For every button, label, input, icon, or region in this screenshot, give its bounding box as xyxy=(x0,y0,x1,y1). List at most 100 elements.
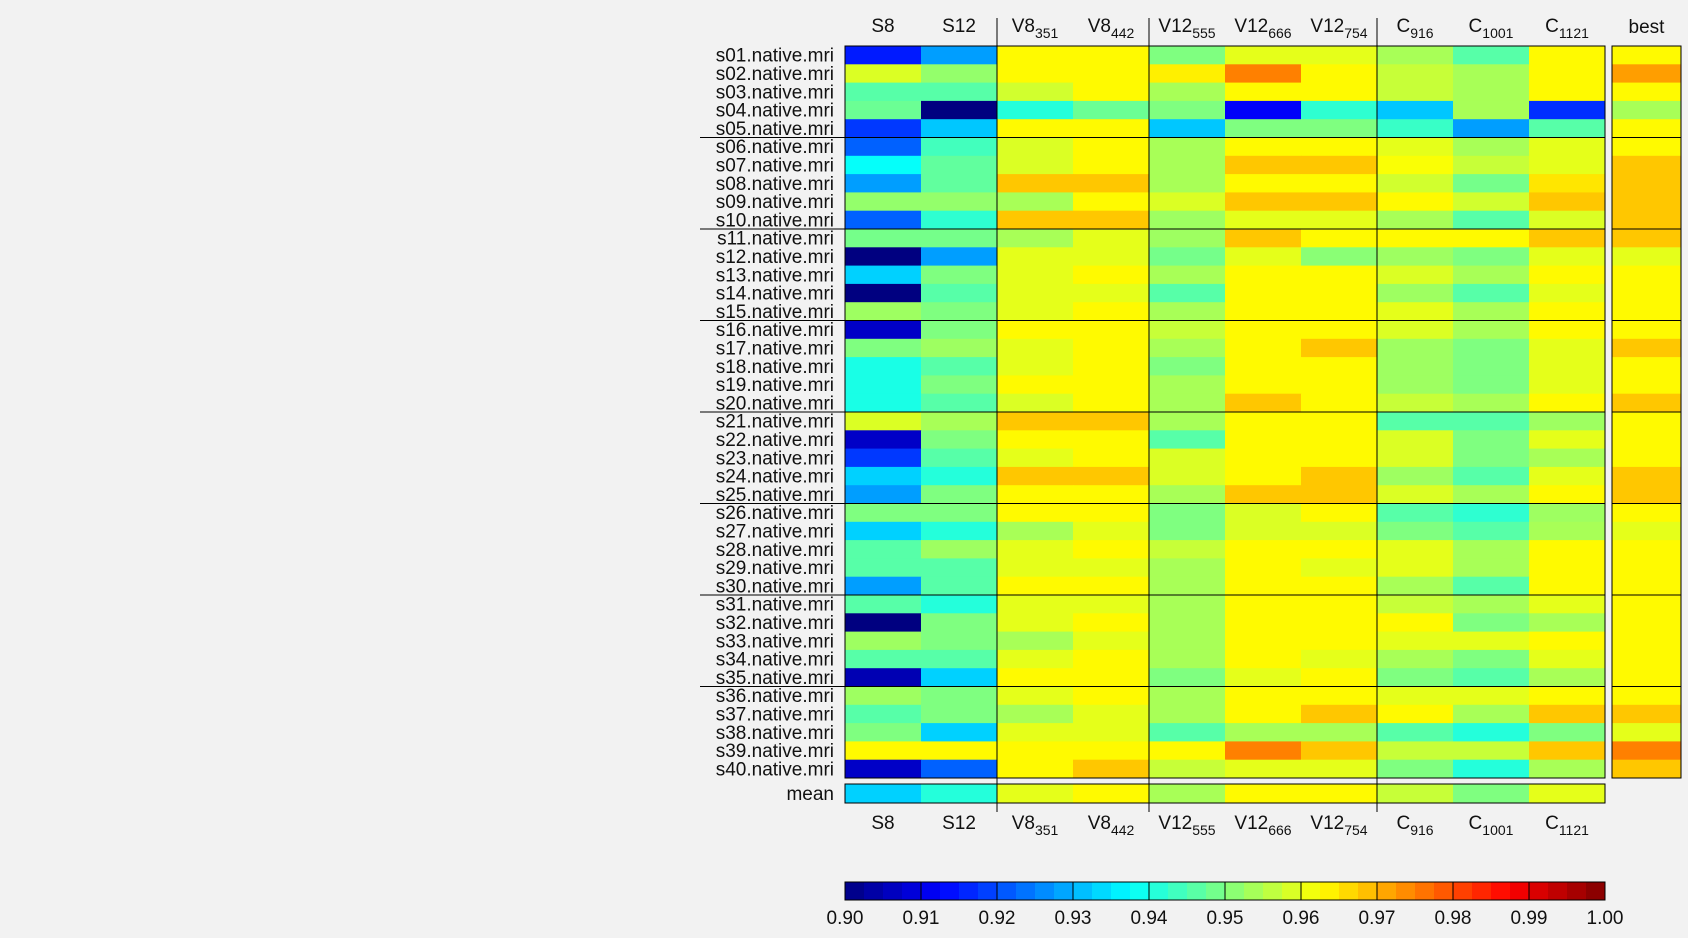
row-label: s34.native.mri xyxy=(716,650,834,671)
heatmap-cell xyxy=(1301,338,1378,358)
heatmap-cell xyxy=(1073,485,1150,504)
heatmap-cell xyxy=(1225,155,1302,175)
heatmap-cell xyxy=(1377,741,1454,761)
heatmap-cell xyxy=(1453,741,1530,761)
heatmap-cell xyxy=(1377,320,1454,340)
heatmap-cell xyxy=(1529,119,1606,138)
colorbar-swatch xyxy=(959,882,979,900)
heatmap-cell xyxy=(1529,686,1606,706)
heatmap-cell xyxy=(921,137,998,157)
colorbar-swatch xyxy=(1054,882,1074,900)
mean-cell xyxy=(1377,784,1454,803)
heatmap-cell xyxy=(997,759,1074,779)
heatmap-cell xyxy=(1301,466,1378,486)
row-label: s09.native.mri xyxy=(716,192,834,213)
heatmap-cell xyxy=(997,649,1074,669)
best-cell xyxy=(1612,82,1681,102)
heatmap-cell xyxy=(1301,649,1378,669)
heatmap-cell xyxy=(921,412,998,431)
column-header-bottom: S8 xyxy=(871,813,894,834)
heatmap-cell xyxy=(1225,247,1302,267)
heatmap-cell xyxy=(1149,174,1226,193)
colorbar-tick-label: 0.92 xyxy=(979,908,1016,929)
heatmap-cell xyxy=(845,704,922,724)
colorbar-swatch xyxy=(921,882,941,900)
colorbar-tick-label: 0.98 xyxy=(1435,908,1472,929)
heatmap-cell xyxy=(1453,759,1530,779)
mean-border xyxy=(844,783,1606,804)
colorbar-tick-label: 1.00 xyxy=(1587,908,1624,929)
heatmap-cell xyxy=(1073,759,1150,779)
heatmap-cell xyxy=(1225,723,1302,742)
colorbar-swatch xyxy=(1225,882,1245,900)
column-header-top: S12 xyxy=(942,16,976,37)
heatmap-cell xyxy=(1529,430,1606,450)
heatmap-cell xyxy=(921,192,998,212)
heatmap-cell xyxy=(997,357,1074,376)
heatmap-cell xyxy=(1529,485,1606,504)
heatmap-cell xyxy=(997,741,1074,761)
heatmap-cell xyxy=(997,558,1074,578)
heatmap-cell xyxy=(1453,64,1530,84)
mean-cell xyxy=(1453,784,1530,803)
heatmap-cell xyxy=(1225,302,1302,321)
colorbar-swatch xyxy=(1320,882,1340,900)
heatmap-cell xyxy=(997,247,1074,267)
colorbar-swatch xyxy=(845,882,865,900)
heatmap-cell xyxy=(1149,210,1226,230)
heatmap-cell xyxy=(1377,375,1454,395)
heatmap-cell xyxy=(997,137,1074,157)
heatmap-cell xyxy=(1149,100,1226,120)
heatmap-cell xyxy=(1301,283,1378,303)
heatmap-cell xyxy=(1377,631,1454,651)
heatmap-cell xyxy=(1301,558,1378,578)
heatmap-cell xyxy=(997,229,1074,248)
heatmap-cell xyxy=(1073,686,1150,706)
heatmap-cell xyxy=(1149,723,1226,742)
heatmap-cell xyxy=(997,283,1074,303)
heatmap-cell xyxy=(1301,503,1378,523)
heatmap-cell xyxy=(1529,229,1606,248)
heatmap-cell xyxy=(1377,393,1454,413)
column-header-bottom: C1001 xyxy=(1469,813,1514,838)
heatmap-cell xyxy=(1225,448,1302,468)
heatmap-cell xyxy=(1301,46,1378,65)
heatmap-cell xyxy=(1377,174,1454,193)
row-label: s24.native.mri xyxy=(716,467,834,488)
heatmap-cell xyxy=(997,595,1074,614)
heatmap-cell xyxy=(1529,64,1606,84)
heatmap-cell xyxy=(1225,46,1302,65)
heatmap-cell xyxy=(1377,723,1454,742)
best-cell xyxy=(1612,558,1681,578)
column-header-top: C916 xyxy=(1396,16,1433,41)
heatmap-cell xyxy=(845,466,922,486)
heatmap-cell xyxy=(1529,192,1606,212)
heatmap-cell xyxy=(1453,558,1530,578)
heatmap-cell xyxy=(1453,466,1530,486)
heatmap-cell xyxy=(1073,210,1150,230)
colorbar-swatch xyxy=(1548,882,1568,900)
heatmap-cell xyxy=(1301,192,1378,212)
heatmap-cell xyxy=(1073,155,1150,175)
heatmap-cell xyxy=(1149,759,1226,779)
heatmap-cell xyxy=(1453,668,1530,687)
heatmap-cell xyxy=(1529,82,1606,102)
heatmap-cell xyxy=(1377,338,1454,358)
heatmap-cell xyxy=(845,247,922,267)
heatmap-cell xyxy=(921,448,998,468)
heatmap-cell xyxy=(845,448,922,468)
heatmap-cell xyxy=(1225,540,1302,559)
heatmap-cell xyxy=(1149,576,1226,596)
colorbar-swatch xyxy=(1491,882,1511,900)
heatmap-cell xyxy=(1149,82,1226,102)
best-cell xyxy=(1612,412,1681,431)
column-header-top: V12666 xyxy=(1234,16,1291,41)
best-cell xyxy=(1612,46,1681,65)
heatmap-cell xyxy=(1377,64,1454,84)
heatmap-cell xyxy=(1529,46,1606,65)
best-cell xyxy=(1612,704,1681,724)
row-label: s11.native.mri xyxy=(717,229,834,250)
heatmap-cell xyxy=(1073,283,1150,303)
heatmap-cell xyxy=(1073,503,1150,523)
